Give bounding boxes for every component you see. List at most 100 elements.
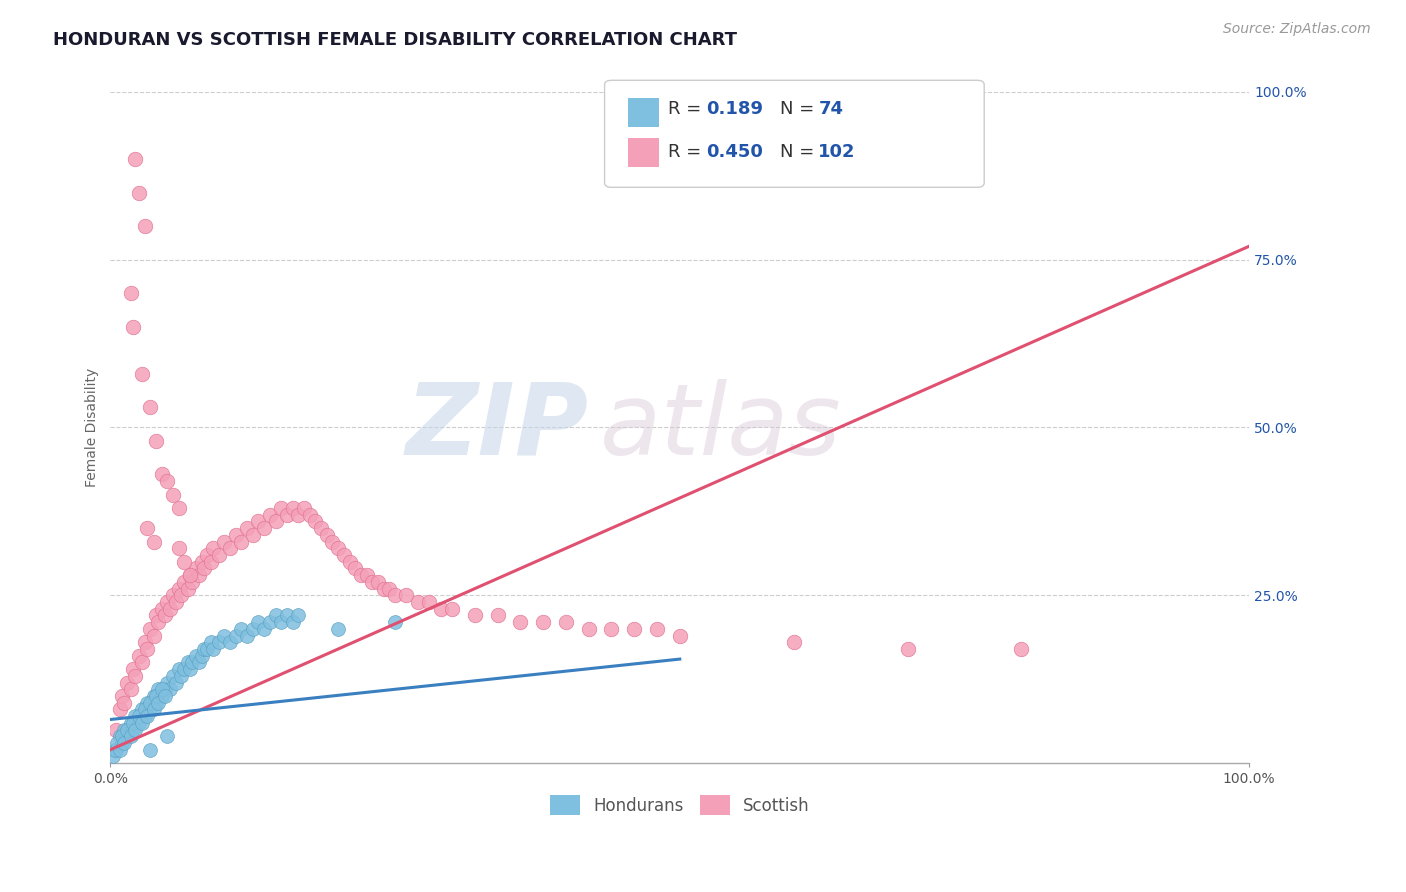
Point <box>131 715 153 730</box>
Point <box>162 588 184 602</box>
Point <box>159 682 181 697</box>
Point <box>179 568 201 582</box>
Point <box>276 608 298 623</box>
Point <box>153 689 176 703</box>
Point <box>554 615 576 629</box>
Point <box>264 608 287 623</box>
Point <box>145 689 167 703</box>
Text: ZIP: ZIP <box>406 379 589 476</box>
Point <box>148 615 170 629</box>
Text: 0.189: 0.189 <box>706 100 763 118</box>
Point <box>201 642 224 657</box>
Point <box>315 528 337 542</box>
Point <box>150 682 173 697</box>
Point <box>156 729 179 743</box>
Point <box>131 702 153 716</box>
Text: 102: 102 <box>818 143 856 161</box>
Point <box>281 501 304 516</box>
Point <box>190 648 212 663</box>
Point <box>188 656 211 670</box>
Point <box>167 662 190 676</box>
Point <box>117 675 139 690</box>
Point <box>309 521 332 535</box>
Point <box>195 548 218 562</box>
Point <box>128 648 150 663</box>
Point <box>177 656 200 670</box>
Point <box>134 635 156 649</box>
Point <box>124 669 146 683</box>
Point <box>896 642 918 657</box>
Text: 0.450: 0.450 <box>706 143 762 161</box>
Point <box>173 574 195 589</box>
Point <box>378 582 401 596</box>
Text: R =: R = <box>668 100 702 118</box>
Point <box>600 622 623 636</box>
Point <box>167 582 190 596</box>
Point <box>418 595 440 609</box>
Point <box>131 656 153 670</box>
Point <box>356 568 378 582</box>
Point <box>111 736 134 750</box>
Point <box>124 152 146 166</box>
Point <box>395 588 418 602</box>
Point <box>177 582 200 596</box>
Point <box>122 723 145 737</box>
Point <box>281 615 304 629</box>
Point <box>139 696 162 710</box>
Point <box>276 508 298 522</box>
Point <box>145 434 167 448</box>
Point <box>145 696 167 710</box>
Point <box>253 622 276 636</box>
Point <box>166 675 188 690</box>
Point <box>184 561 207 575</box>
Point <box>190 555 212 569</box>
Point <box>173 555 195 569</box>
Point <box>150 601 173 615</box>
Text: R =: R = <box>668 143 702 161</box>
Text: N =: N = <box>780 143 814 161</box>
Point <box>153 682 176 697</box>
Point <box>350 568 373 582</box>
Point <box>120 715 142 730</box>
Point <box>373 582 395 596</box>
Point <box>259 615 281 629</box>
Point <box>406 595 429 609</box>
Y-axis label: Female Disability: Female Disability <box>86 368 100 487</box>
Point <box>111 729 134 743</box>
Point <box>124 723 146 737</box>
Point <box>207 548 229 562</box>
Point <box>181 656 204 670</box>
Point <box>219 541 242 556</box>
Point <box>142 629 165 643</box>
Point <box>105 723 128 737</box>
Point <box>193 642 215 657</box>
Point <box>509 615 531 629</box>
Point <box>225 629 247 643</box>
Point <box>105 736 128 750</box>
Point <box>128 715 150 730</box>
Point <box>253 521 276 535</box>
Point <box>219 635 242 649</box>
Point <box>247 515 270 529</box>
Point <box>231 622 253 636</box>
Point <box>188 568 211 582</box>
Point <box>101 749 124 764</box>
Point <box>135 642 157 657</box>
Point <box>231 534 253 549</box>
Point <box>181 574 204 589</box>
Point <box>150 467 173 482</box>
Point <box>122 319 145 334</box>
Point <box>623 622 645 636</box>
Point <box>128 186 150 200</box>
Point <box>179 568 201 582</box>
Point <box>120 729 142 743</box>
Point <box>135 521 157 535</box>
Point <box>162 488 184 502</box>
Point <box>122 662 145 676</box>
Point <box>179 662 201 676</box>
Point <box>531 615 554 629</box>
Point <box>153 608 176 623</box>
Point <box>486 608 509 623</box>
Point <box>135 709 157 723</box>
Point <box>1010 642 1032 657</box>
